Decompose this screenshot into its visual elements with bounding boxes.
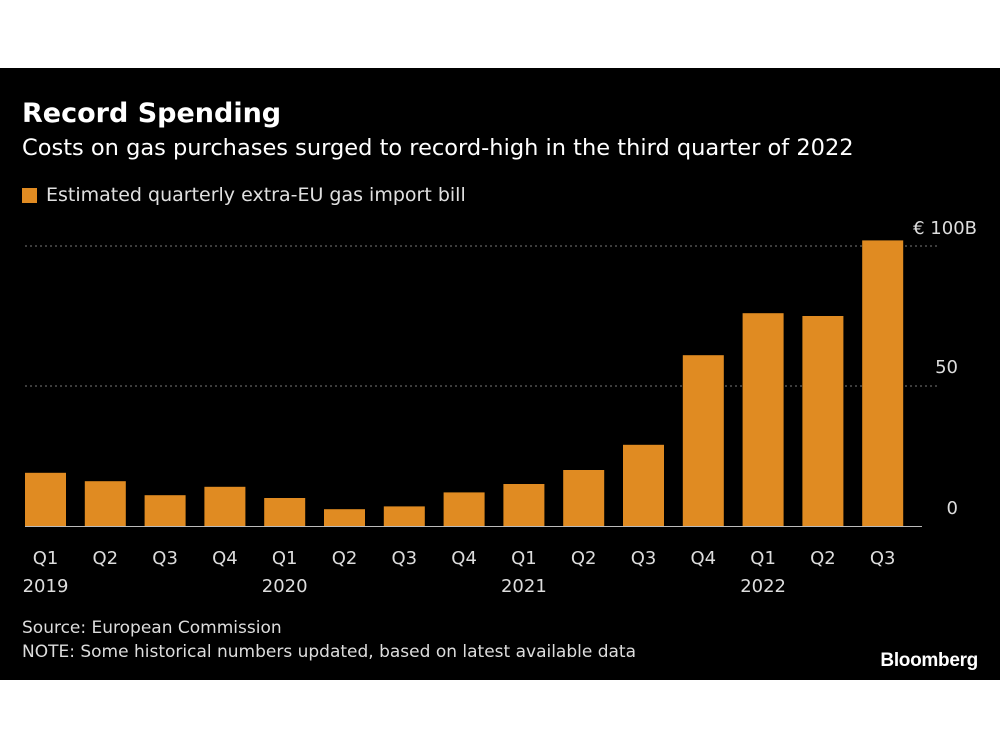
bar xyxy=(443,492,485,526)
y-tick-label: 50 xyxy=(935,357,958,378)
x-tick-label: Q4 xyxy=(451,548,477,569)
bar xyxy=(862,240,904,526)
legend-swatch xyxy=(22,187,37,203)
x-tick-label: Q1 xyxy=(272,548,298,569)
chart-subtitle: Costs on gas purchases surged to record-… xyxy=(22,135,854,161)
x-tick-label: Q2 xyxy=(571,548,597,569)
x-tick-label: Q1 xyxy=(750,548,776,569)
x-year-label: 2019 xyxy=(23,576,69,597)
bar-chart: 0 50 € 100B Q1 2019 Q2 Q3 Q4 Q1 2020 Q2 Q3 Q4 Q1 2021 Q… xyxy=(23,218,977,597)
bloomberg-logo: Bloomberg xyxy=(880,650,978,671)
x-tick-label: Q4 xyxy=(690,548,716,569)
bar xyxy=(623,444,664,526)
x-tick-label: Q2 xyxy=(332,548,358,569)
bar xyxy=(324,509,365,526)
bar xyxy=(84,481,126,526)
x-tick-label: Q2 xyxy=(810,548,836,569)
bar xyxy=(742,313,784,526)
source-note: Source: European Commission xyxy=(22,618,282,638)
bar xyxy=(682,355,724,526)
legend-label: Estimated quarterly extra-EU gas import … xyxy=(46,184,466,206)
bar xyxy=(383,506,425,526)
bar xyxy=(503,484,545,526)
bar xyxy=(563,470,605,526)
chart-frame: Record Spending Costs on gas purchases s… xyxy=(0,68,1000,680)
bar xyxy=(144,495,186,526)
bar xyxy=(264,498,306,526)
x-year-label: 2022 xyxy=(740,576,786,597)
x-tick-label: Q2 xyxy=(92,548,118,569)
x-tick-label: Q3 xyxy=(152,548,178,569)
bar xyxy=(802,316,844,526)
y-tick-label: € 100B xyxy=(913,218,977,239)
x-tick-label: Q4 xyxy=(212,548,238,569)
x-tick-label: Q3 xyxy=(870,548,896,569)
x-tick-label: Q1 xyxy=(511,548,537,569)
x-tick-label: Q1 xyxy=(33,548,59,569)
bar xyxy=(204,486,246,526)
x-tick-label: Q3 xyxy=(391,548,417,569)
x-tick-label: Q3 xyxy=(631,548,657,569)
y-tick-label: 0 xyxy=(947,498,958,519)
legend: Estimated quarterly extra-EU gas import … xyxy=(22,184,466,206)
x-year-label: 2020 xyxy=(262,576,308,597)
bar xyxy=(25,472,66,526)
footnote: NOTE: Some historical numbers updated, b… xyxy=(22,642,637,662)
x-year-label: 2021 xyxy=(501,576,547,597)
chart-title: Record Spending xyxy=(22,98,282,129)
